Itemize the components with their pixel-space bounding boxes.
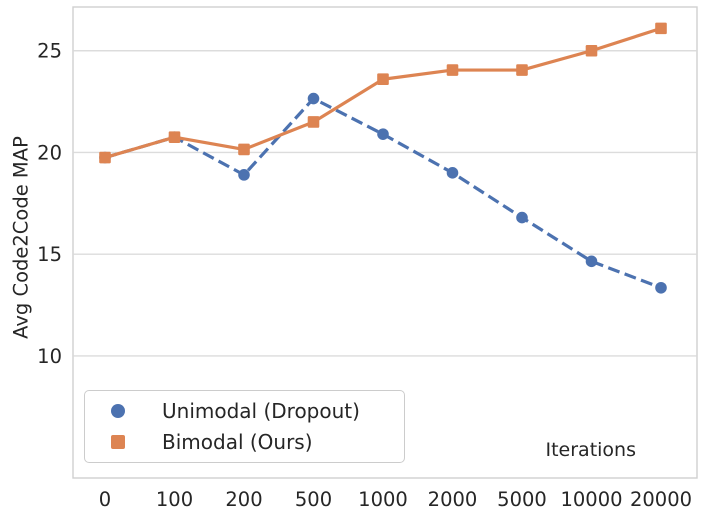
data-point-1-100: [168, 131, 181, 144]
data-point-1-5000: [516, 64, 528, 76]
data-point-1-0: [99, 151, 111, 164]
x-tick-label-10000: 10000: [560, 488, 622, 511]
circle-marker-icon: [111, 404, 125, 418]
legend: Unimodal (Dropout) Bimodal (Ours): [84, 390, 405, 463]
x-tick-label-200: 200: [225, 488, 262, 511]
y-tick-label-25: 25: [37, 40, 62, 63]
legend-item-bimodal: Bimodal (Ours): [85, 427, 404, 458]
legend-label-bimodal: Bimodal (Ours): [162, 430, 313, 454]
y-tick-label-15: 15: [37, 243, 62, 266]
x-tick-label-100: 100: [156, 488, 193, 511]
x-tick-label-5000: 5000: [497, 488, 547, 511]
data-point-0-1000: [377, 128, 389, 140]
y-tick-label-10: 10: [37, 345, 62, 368]
x-tick-label-1000: 1000: [358, 488, 408, 511]
y-tick-label-20: 20: [37, 141, 62, 164]
data-point-0-20000: [655, 281, 667, 294]
x-tick-label-20000: 20000: [630, 488, 692, 511]
square-marker-icon: [111, 435, 125, 449]
data-point-1-20000: [655, 22, 667, 35]
data-point-0-10000: [585, 255, 598, 268]
legend-item-unimodal: Unimodal (Dropout): [85, 396, 404, 427]
data-point-0-5000: [516, 211, 528, 224]
legend-label-unimodal: Unimodal (Dropout): [162, 399, 360, 423]
data-point-1-500: [307, 116, 320, 128]
data-point-0-500: [307, 92, 320, 105]
x-tick-label-500: 500: [295, 488, 332, 511]
data-point-0-2000: [446, 167, 459, 179]
x-tick-label-2000: 2000: [428, 488, 478, 511]
data-point-1-200: [238, 143, 250, 156]
x-axis-label: Iterations: [545, 439, 637, 461]
data-point-1-2000: [446, 64, 459, 76]
data-point-1-10000: [585, 44, 598, 57]
x-tick-label-0: 0: [99, 488, 111, 511]
y-axis-label: Avg Code2Code MAP: [9, 136, 33, 339]
data-point-0-200: [238, 169, 250, 181]
data-point-1-1000: [377, 73, 389, 86]
